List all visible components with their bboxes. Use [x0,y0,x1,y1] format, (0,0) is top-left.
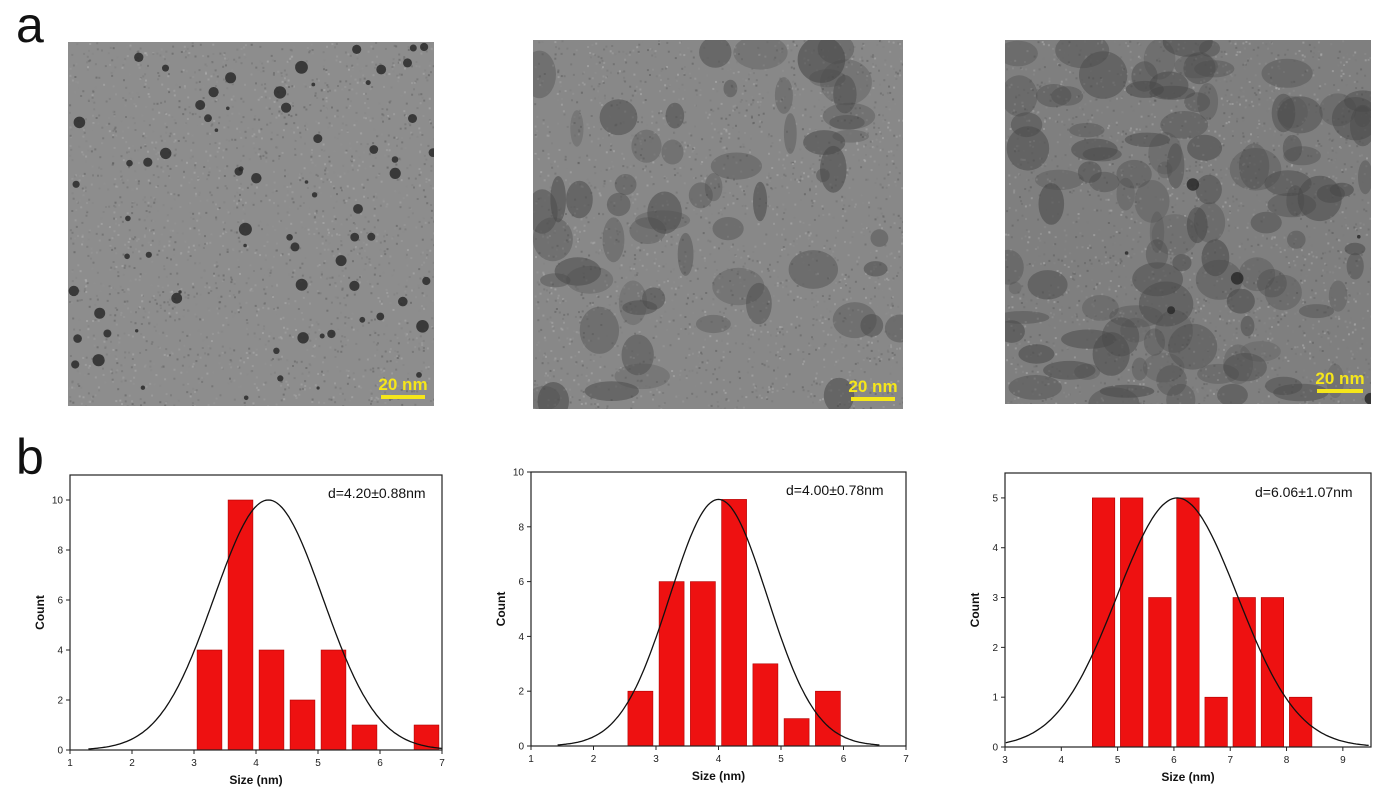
chart-annotation-2: d=4.00±0.78nm [786,482,884,498]
histogram-3: 3 4 5 6 7 8 9 0 1 2 3 4 5 Size (nm) Count [968,472,1372,784]
scale-bar-3: 20 nm [1311,370,1369,393]
scale-bar-label-2: 20 nm [848,377,898,396]
x-axis-label-2: Size (nm) [692,769,745,783]
x-tick-label-1-5: 5 [315,758,321,769]
bar-2-5 [752,663,779,747]
y-tick-label-3-4: 3 [992,593,998,604]
y-tick-label-3-1: 0 [992,743,998,754]
bar-3-2 [1120,497,1144,748]
y-axis-label-1: Count [33,595,47,630]
x-axis-label-1: Size (nm) [229,773,282,787]
y-tick-label-2-5: 8 [518,522,524,533]
scale-bar-line-1 [381,395,425,399]
x-tick-label-2-2: 2 [591,754,597,765]
tem-image-2: 20 nm [533,40,903,409]
y-tick-label-2-3: 4 [518,632,524,643]
bar-3-4 [1176,497,1200,748]
y-tick-label-1-6: 10 [52,496,64,507]
tem-texture-3 [1005,40,1371,404]
scale-bar-label-1: 20 nm [378,375,428,394]
panel-label-b: b [16,429,44,485]
fit-curve-1 [88,499,442,750]
y-tick-label-2-6: 10 [513,468,525,479]
y-axis-label-3: Count [968,593,982,628]
y-tick-label-1-5: 8 [57,546,63,557]
scale-bar-2: 20 nm [845,378,901,401]
y-tick-label-2-4: 6 [518,577,524,588]
x-tick-label-2-6: 6 [841,754,847,765]
fit-curve-3 [1005,497,1369,747]
histogram-1: 1 2 3 4 5 6 7 0 2 4 6 8 10 Size (nm) Count [33,474,445,787]
bar-3-5 [1204,696,1228,748]
x-tick-label-2-4: 4 [716,754,722,765]
fit-curve-2 [557,498,880,746]
x-tick-label-2-7: 7 [903,754,909,765]
y-tick-label-1-3: 4 [57,646,63,657]
y-tick-label-2-2: 2 [518,687,524,698]
x-tick-label-3-5: 7 [1227,755,1233,766]
x-tick-label-1-1: 1 [67,758,73,769]
y-tick-label-3-6: 5 [992,493,998,504]
plot-frame-1 [69,474,443,751]
y-tick-label-3-3: 2 [992,643,998,654]
y-tick-label-1-4: 6 [57,596,63,607]
bar-2-7 [815,690,841,747]
bar-3-3 [1148,597,1172,748]
y-tick-label-1-2: 2 [57,696,63,707]
y-axis-label-2: Count [494,592,508,627]
bar-1-4 [289,699,316,751]
scale-bar-1: 20 nm [376,376,430,399]
bar-3-8 [1289,696,1313,748]
tem-image-1: 20 nm [68,42,434,406]
bar-2-3 [690,581,716,747]
bar-2-4 [721,499,747,747]
x-tick-label-1-2: 2 [129,758,135,769]
bar-2-1 [627,690,654,747]
y-tick-label-2-1: 0 [518,742,524,753]
panel-label-a: a [16,0,44,53]
histogram-2: 1 2 3 4 5 6 7 0 2 4 6 8 10 Size (nm) Count [494,468,909,784]
x-tick-label-1-4: 4 [253,758,259,769]
x-tick-label-3-2: 4 [1059,755,1065,766]
plot-frame-3 [1004,472,1372,748]
bar-1-2 [227,499,254,751]
scale-bar-label-3: 20 nm [1315,369,1365,388]
bar-3-7 [1260,597,1284,748]
y-tick-label-3-5: 4 [992,543,998,554]
scale-bar-line-3 [1317,389,1363,393]
bar-1-6 [351,724,378,751]
bar-3-1 [1092,497,1116,748]
chart-annotation-3: d=6.06±1.07nm [1255,484,1353,500]
y-tick-label-1-1: 0 [57,746,63,757]
x-tick-label-1-3: 3 [191,758,197,769]
bar-2-6 [783,718,810,747]
scale-bar-line-2 [851,397,895,401]
bar-1-5 [320,649,347,751]
plot-frame-2 [530,471,907,747]
bar-1-3 [258,649,285,751]
bar-3-6 [1232,597,1256,748]
tem-image-3: 20 nm [1005,40,1371,404]
x-tick-label-1-7: 7 [439,758,445,769]
x-tick-label-2-1: 1 [528,754,534,765]
tem-texture-2 [533,40,903,409]
x-tick-label-1-6: 6 [377,758,383,769]
chart-annotation-1: d=4.20±0.88nm [328,485,426,501]
x-tick-label-3-7: 9 [1340,755,1346,766]
bar-1-1 [196,649,223,751]
x-tick-label-3-6: 8 [1284,755,1290,766]
y-tick-label-3-2: 1 [992,693,998,704]
x-tick-label-3-1: 3 [1002,755,1008,766]
x-tick-label-2-5: 5 [778,754,784,765]
bar-2-2 [658,581,685,747]
tem-texture-1 [68,42,434,406]
x-axis-label-3: Size (nm) [1161,770,1214,784]
x-tick-label-3-4: 6 [1171,755,1177,766]
x-tick-label-2-3: 3 [653,754,659,765]
x-tick-label-3-3: 5 [1115,755,1121,766]
